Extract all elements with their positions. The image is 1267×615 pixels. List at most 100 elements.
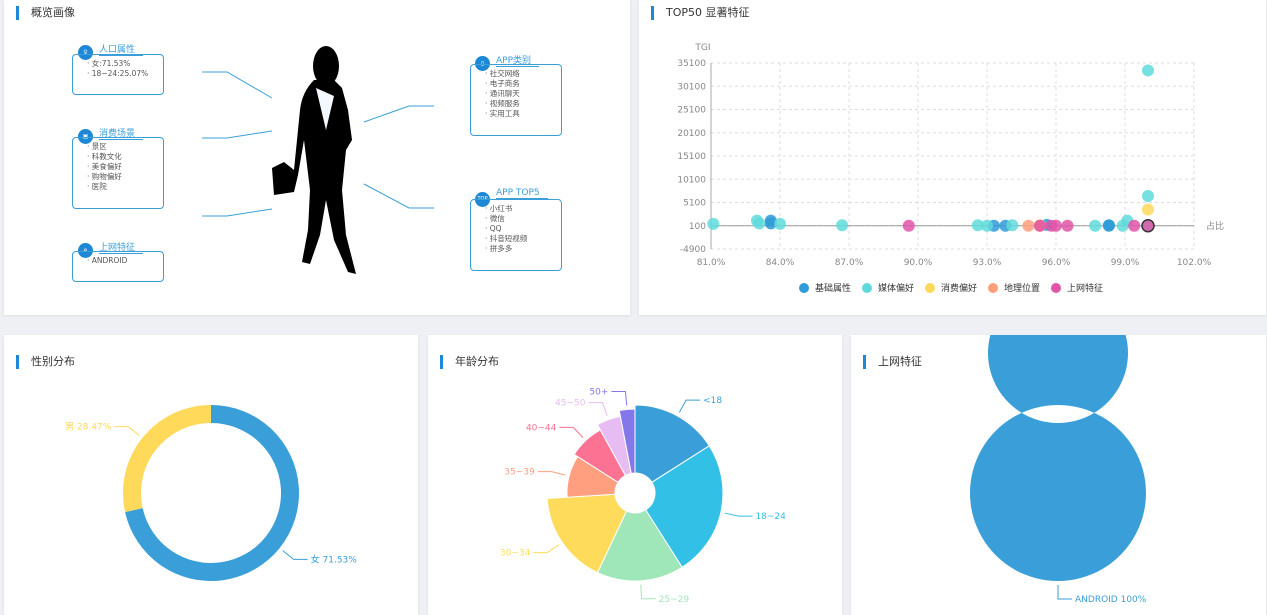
app-category-box: 社交网络 电子商务 通讯聊天 视频服务 实用工具 xyxy=(470,64,562,136)
scatter-point xyxy=(1089,219,1102,232)
label-line xyxy=(559,426,584,438)
legend-marker xyxy=(862,283,872,293)
scatter-point xyxy=(1142,64,1154,77)
y-tick-label: 35100 xyxy=(677,59,706,69)
slice-label: 25~29 xyxy=(659,595,690,605)
label-line xyxy=(533,544,560,554)
scatter-point xyxy=(753,217,766,230)
list-item: ANDROID xyxy=(87,256,163,266)
legend-label: 媒体偏好 xyxy=(878,282,914,294)
selected-point xyxy=(1141,219,1155,233)
y-tick-label: 30100 xyxy=(677,82,706,92)
x-axis-label: 占比 xyxy=(1206,220,1224,232)
list-item: 微信 xyxy=(485,214,561,224)
population-icon: ♀ xyxy=(78,45,93,60)
list-item: 小红书 xyxy=(485,204,561,214)
slice-label: ANDROID 100% xyxy=(1075,595,1147,605)
connector-lines xyxy=(202,46,434,274)
population-title: 人口属性 xyxy=(99,42,144,56)
consumption-box: 景区 科教文化 美食偏好 购物偏好 医院 xyxy=(72,137,164,209)
panel-title: 上网特征 xyxy=(863,355,922,369)
panel-title: 性别分布 xyxy=(16,355,75,369)
legend-marker xyxy=(1051,283,1061,293)
slice-label: 30~34 xyxy=(500,549,531,559)
pie-slice xyxy=(618,408,636,474)
list-item: 购物偏好 xyxy=(87,172,163,182)
label-line xyxy=(114,426,140,436)
panel-title: 概览画像 xyxy=(16,6,75,20)
label-line xyxy=(678,399,701,413)
pie-slice xyxy=(546,493,628,574)
gender-panel: 性别分布 女 71.53% 男 28.47% xyxy=(4,335,418,615)
legend-label: 地理位置 xyxy=(1004,282,1040,294)
scatter-point xyxy=(836,219,849,232)
list-item: 美食偏好 xyxy=(87,162,163,172)
y-tick-label: 100 xyxy=(689,222,706,232)
pie-slice xyxy=(970,335,1146,581)
scatter-point xyxy=(1142,189,1154,202)
y-tick-label: 25100 xyxy=(677,106,706,116)
pie-slice xyxy=(634,404,710,483)
list-item: 电子商务 xyxy=(485,79,561,89)
x-tick-label: 102.0% xyxy=(1177,258,1212,268)
scatter-point xyxy=(971,219,984,232)
scatter-point xyxy=(774,217,786,230)
list-item: 拼多多 xyxy=(485,244,561,254)
label-line xyxy=(537,471,566,476)
population-box: 女:71.53% 18~24:25.07% xyxy=(72,54,164,95)
slice-label: 45~50 xyxy=(555,399,586,409)
age-panel: 年龄分布 <18 18~24 25~29 30~34 35~39 40~44 45~50 50… xyxy=(428,335,842,615)
consumption-title: 消费场景 xyxy=(99,126,144,140)
slice-label: 女 71.53% xyxy=(311,553,358,565)
panel-title: TOP50 显著特征 xyxy=(651,6,750,20)
slice-label: <18 xyxy=(703,396,722,406)
scatter-point xyxy=(1142,203,1154,216)
scatter-point xyxy=(1128,219,1141,232)
list-item: 社交网络 xyxy=(485,69,561,79)
network-donut-chart: ANDROID 100% xyxy=(970,335,1147,605)
label-line xyxy=(611,390,628,406)
app-top5-title: APP TOP5 xyxy=(496,188,548,199)
network-box: ANDROID xyxy=(72,251,164,282)
network-title: 上网特征 xyxy=(99,240,144,254)
list-item: 通讯聊天 xyxy=(485,89,561,99)
y-tick-label: 15100 xyxy=(677,152,706,162)
scatter-point xyxy=(1142,219,1154,232)
scatter-point xyxy=(764,217,777,230)
slice-label: 18~24 xyxy=(755,512,786,522)
slice-label: 40~44 xyxy=(526,423,557,433)
net-panel: 上网特征 ANDROID 100% xyxy=(851,335,1266,615)
label-line xyxy=(640,584,656,600)
list-item: 视频服务 xyxy=(485,99,561,109)
label-line xyxy=(282,550,308,560)
x-tick-label: 99.0% xyxy=(1111,258,1140,268)
pie-slice xyxy=(596,509,683,582)
x-tick-label: 96.0% xyxy=(1042,258,1071,268)
list-item: 医院 xyxy=(87,182,163,192)
scatter-point xyxy=(1006,219,1019,232)
scatter-point xyxy=(1050,219,1062,232)
woman-silhouette-icon xyxy=(272,46,356,274)
browser-icon: e xyxy=(78,243,93,258)
phone-icon: ▯ xyxy=(475,56,490,71)
legend-marker xyxy=(799,283,809,293)
label-line xyxy=(1057,585,1072,600)
list-item: 抖音短视频 xyxy=(485,234,561,244)
list-item: 实用工具 xyxy=(485,109,561,119)
top50-panel: TOP50 显著特征 35100 30100 25100 20100 15100 1010… xyxy=(639,0,1266,315)
cart-icon: ▣ xyxy=(78,129,93,144)
list-item: 景区 xyxy=(87,142,163,152)
y-tick-label: 5100 xyxy=(683,199,706,209)
y-tick-label: 20100 xyxy=(677,129,706,139)
x-tick-label: 90.0% xyxy=(904,258,933,268)
list-item: 科教文化 xyxy=(87,152,163,162)
scatter-point xyxy=(1022,219,1035,232)
legend-label: 上网特征 xyxy=(1067,282,1103,294)
scatter-point xyxy=(981,219,993,232)
label-line xyxy=(724,512,753,517)
x-tick-label: 81.0% xyxy=(697,258,726,268)
scatter-point xyxy=(1061,219,1074,232)
legend-marker xyxy=(925,283,935,293)
overview-panel: 概览画像 ♀ 人口属性 女:71.53% 18~24:25.07% ▣ 消费场景… xyxy=(4,0,630,315)
scatter-point xyxy=(902,219,915,232)
